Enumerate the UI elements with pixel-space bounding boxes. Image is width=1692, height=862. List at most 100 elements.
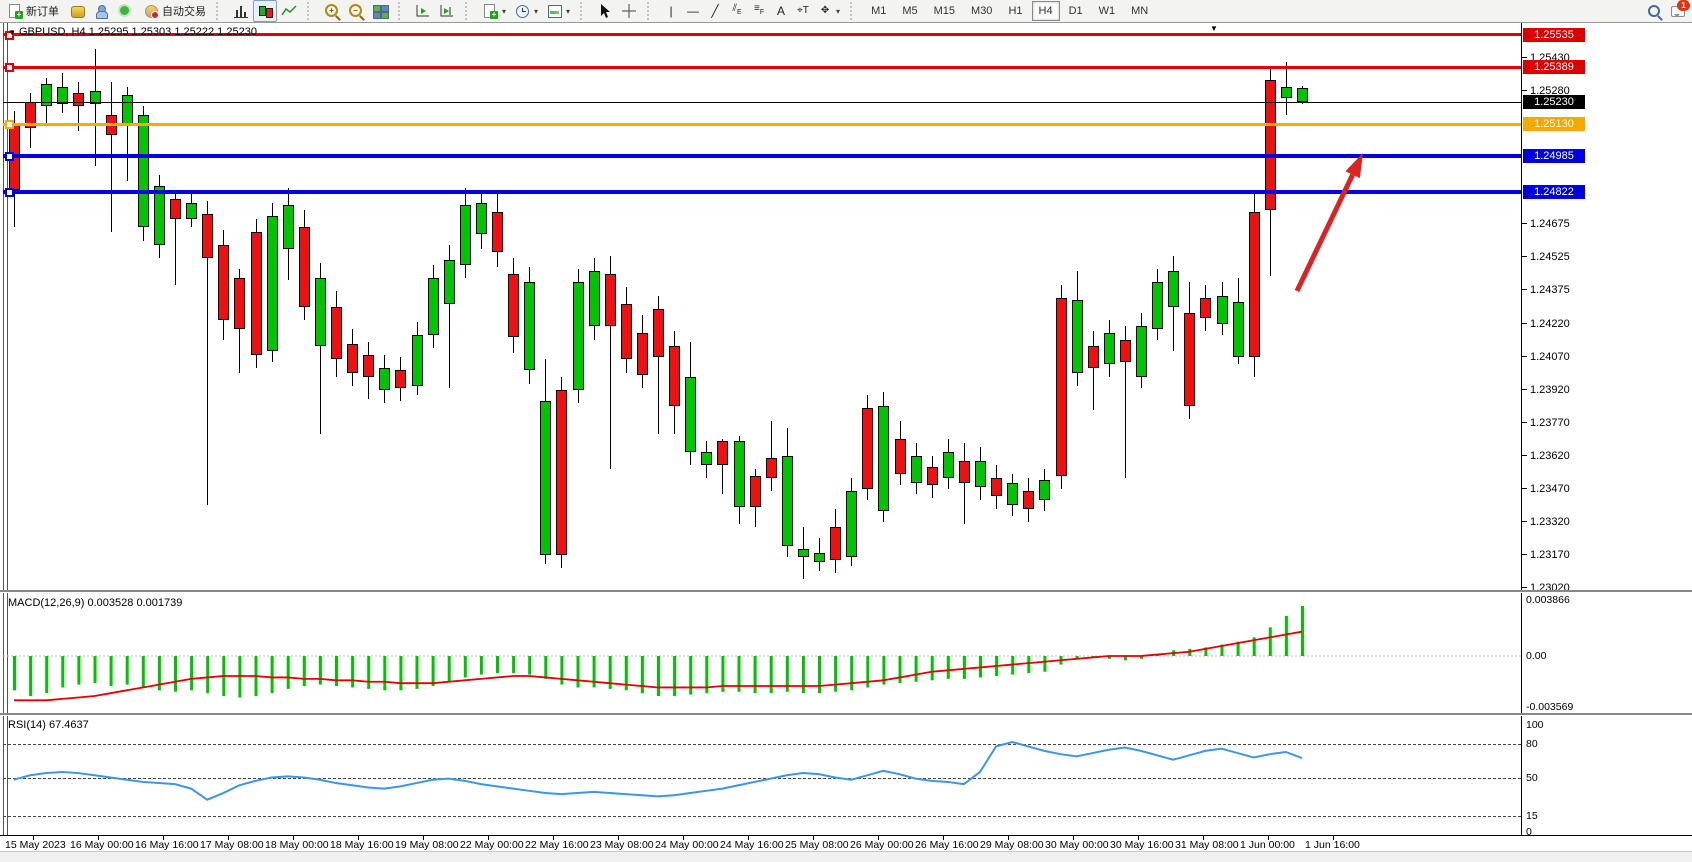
macd-scale-min: -0.003569 (1526, 701, 1574, 713)
price-tag: 1.24822 (1523, 184, 1585, 199)
time-label: 24 May 00:00 (655, 839, 719, 851)
zoom-in-button[interactable]: + (320, 0, 344, 22)
auto-scroll-button[interactable] (435, 0, 459, 22)
time-axis[interactable]: 15 May 2023 16 May 00:00 16 May 16:00 17 Ma… (0, 835, 1692, 852)
ohlc-high: 1.25303 (131, 26, 172, 38)
rsi-level-50 (3, 777, 1521, 779)
bear-candle (1087, 346, 1099, 369)
bull-candle (427, 278, 439, 336)
horizontal-line-1.25535[interactable] (3, 30, 1521, 40)
candle-wick (94, 49, 96, 166)
bear-candle (298, 227, 310, 307)
bear-candle (250, 231, 262, 355)
search-icon[interactable] (1646, 3, 1662, 19)
bear-candle (862, 407, 874, 490)
candlestick-chart-button[interactable] (253, 0, 277, 22)
candle-wick (78, 82, 80, 131)
text-button[interactable]: A (770, 0, 792, 22)
zoom-out-button[interactable]: − (344, 0, 368, 22)
bear-candle (717, 440, 729, 465)
price-tag: 1.24985 (1523, 148, 1585, 163)
line-handle[interactable] (5, 63, 14, 73)
profile-icon[interactable] (93, 3, 109, 19)
timeframe-h4[interactable]: H4 (1031, 1, 1060, 21)
candle-wick (1092, 330, 1094, 410)
equidistant-channel-button[interactable]: ⫽E (726, 0, 748, 22)
time-label: 25 May 08:00 (785, 839, 849, 851)
bear-candle (1023, 491, 1035, 509)
chart-shift-icon (415, 3, 431, 19)
trendline-button[interactable]: ╱ (704, 0, 726, 22)
bull-candle (266, 216, 278, 351)
template-button[interactable]: ▾ (542, 0, 574, 22)
horizontal-line-1.25389[interactable] (3, 63, 1521, 73)
time-label: 30 May 00:00 (1045, 839, 1109, 851)
bull-candle (89, 91, 101, 105)
timeframe-w1[interactable]: W1 (1098, 5, 1116, 17)
timeframe-m5[interactable]: M5 (902, 5, 918, 17)
bull-candle (137, 115, 149, 228)
tile-windows-button[interactable] (368, 0, 392, 22)
time-label: 16 May 00:00 (70, 839, 134, 851)
candle-wick (658, 295, 659, 435)
fibonacci-button[interactable]: ≡F (748, 0, 770, 22)
new-order-button[interactable]: + 新订单 (3, 0, 63, 22)
horizontal-line-1.24822[interactable] (3, 187, 1521, 197)
trend-arrow[interactable] (0, 23, 1692, 835)
horizontal-line-1.24985[interactable] (3, 151, 1521, 161)
timeframe-m1[interactable]: M1 (871, 5, 887, 17)
line-handle[interactable] (5, 187, 14, 197)
rsi-separator[interactable] (0, 713, 1692, 716)
bear-candle (331, 306, 342, 360)
time-tick (358, 836, 359, 840)
bull-candle (1071, 300, 1083, 373)
line-chart-button[interactable] (277, 0, 301, 22)
arrows-button[interactable]: ✥ ▾ (814, 0, 844, 22)
timeframe-m30[interactable]: M30 (971, 5, 993, 17)
timeframe-h1[interactable]: H1 (1008, 5, 1023, 17)
bear-candle (395, 370, 407, 388)
bar-chart-button[interactable] (229, 0, 253, 22)
chart-dropdown-icon[interactable]: ▼ (8, 28, 16, 37)
bear-candle (1184, 313, 1196, 406)
add-indicator-icon: + (482, 3, 498, 19)
bull-candle (910, 456, 922, 483)
bull-candle (781, 456, 793, 547)
price-axis-tick: 1.23320 (1522, 516, 1570, 529)
macd-separator[interactable] (0, 590, 1692, 593)
line-handle[interactable] (5, 151, 14, 161)
template-icon (546, 3, 563, 19)
line-handle[interactable] (5, 120, 14, 129)
time-label: 22 May 00:00 (460, 839, 524, 851)
horizontal-line-button[interactable]: — (682, 0, 704, 22)
timeframe-m15[interactable]: M15 (933, 5, 956, 17)
bear-candle (894, 438, 906, 474)
cursor-button[interactable] (593, 0, 617, 22)
horizontal-line-1.2513[interactable] (3, 120, 1521, 129)
bull-candle (443, 260, 455, 305)
period-button[interactable]: ▾ (510, 0, 542, 22)
crosshair-button[interactable] (617, 0, 641, 22)
time-label: 18 May 16:00 (330, 839, 394, 851)
auto-trading-button[interactable]: 自动交易 (139, 0, 210, 22)
gold-icon[interactable] (69, 3, 85, 19)
time-label: 23 May 08:00 (590, 839, 654, 851)
text-label-button[interactable]: ⌖T (792, 0, 814, 22)
vertical-line-button[interactable]: | (660, 0, 682, 22)
timeframe-mn[interactable]: MN (1131, 5, 1149, 17)
line-handle[interactable] (5, 30, 14, 40)
bear-candle (1055, 297, 1067, 476)
bear-candle (1200, 297, 1212, 318)
timeframe-d1[interactable]: D1 (1068, 5, 1083, 17)
chart-area[interactable]: ▼ GBPUSD, H4 1.25295 1.25303 1.25222 1.2… (0, 23, 1692, 852)
rsi-value: 67.4637 (48, 719, 89, 731)
chart-shift-button[interactable] (411, 0, 435, 22)
signal-icon[interactable] (117, 3, 133, 19)
time-tick (33, 836, 34, 840)
add-indicator-button[interactable]: + ▾ (478, 0, 510, 22)
horizontal-line-1.2523[interactable] (3, 101, 1521, 103)
equidistant-channel-icon: ⫽E (732, 3, 742, 16)
tile-windows-icon (372, 3, 389, 19)
chat-icon[interactable]: 1 (1670, 0, 1690, 19)
candlestick-chart-icon (257, 3, 273, 19)
